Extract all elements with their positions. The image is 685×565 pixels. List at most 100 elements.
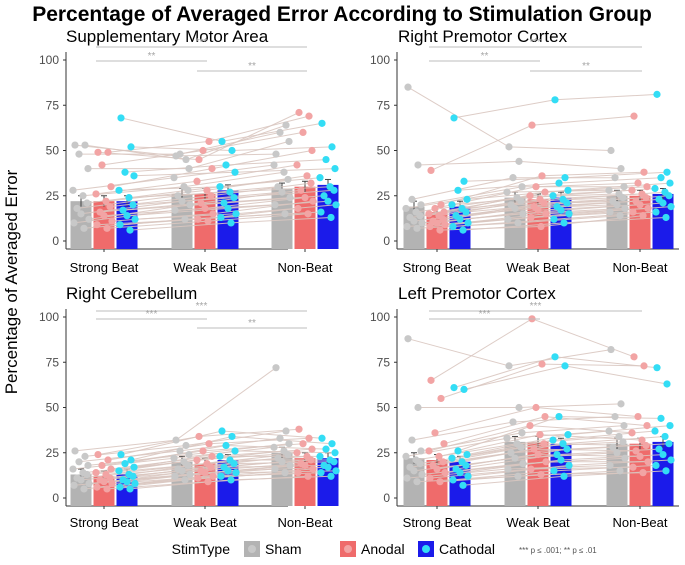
significance-label: *** (530, 301, 542, 312)
point-cathodal (665, 440, 673, 448)
y-tick-label: 75 (377, 355, 391, 369)
significance-label: ** (582, 61, 590, 72)
point-sham (606, 208, 614, 216)
point-anodal (209, 210, 217, 218)
point-sham (81, 141, 89, 149)
point-sham (509, 418, 517, 426)
point-sham (605, 427, 613, 435)
y-tick-label: 75 (377, 98, 391, 112)
point-cathodal (317, 208, 325, 216)
point-sham (286, 461, 294, 470)
point-sham (519, 210, 527, 218)
point-cathodal (330, 186, 338, 194)
point-cathodal (657, 414, 665, 422)
point-anodal (427, 166, 435, 175)
legend: StimType Sham Anodal Cathodal *** p ≤ .001; … (172, 541, 597, 557)
point-anodal (629, 208, 637, 216)
point-cathodal (129, 201, 137, 209)
point-anodal (93, 221, 101, 229)
point-anodal (304, 210, 312, 218)
point-cathodal (549, 192, 557, 200)
point-sham (284, 175, 292, 184)
point-anodal (204, 217, 212, 225)
panel-left-premotor-cortex: Left Premotor Cortex 0 25 50 75 100 Strong Bea… (370, 284, 679, 530)
point-sham (281, 469, 289, 477)
y-axis-label: Percentage of Averaged Error (2, 169, 21, 394)
point-cathodal (651, 427, 659, 435)
point-cathodal (125, 193, 133, 202)
point-cathodal (220, 199, 228, 207)
point-sham (504, 465, 512, 473)
point-sham (511, 454, 519, 462)
point-anodal (426, 474, 434, 482)
point-anodal (643, 183, 651, 191)
point-sham (617, 400, 625, 408)
point-cathodal (561, 174, 569, 182)
point-sham (613, 449, 621, 457)
point-sham (613, 201, 621, 209)
point-sham (607, 345, 615, 354)
point-anodal (540, 199, 548, 207)
point-sham (184, 461, 192, 470)
point-cathodal (331, 449, 339, 457)
point-anodal (294, 469, 302, 477)
point-cathodal (116, 221, 124, 229)
point-cathodal (652, 461, 660, 470)
point-sham (172, 436, 180, 444)
point-sham (75, 150, 83, 158)
participant-line (430, 318, 635, 381)
point-anodal (205, 137, 213, 146)
point-cathodal (661, 432, 669, 441)
point-sham (181, 476, 189, 484)
point-anodal (297, 186, 305, 194)
point-sham (84, 165, 92, 173)
point-anodal (542, 210, 550, 218)
point-cathodal (332, 467, 340, 475)
point-cathodal (563, 199, 571, 207)
point-cathodal (232, 210, 240, 218)
point-anodal (439, 458, 447, 466)
point-cathodal (327, 472, 335, 480)
point-sham (611, 412, 619, 421)
point-sham (185, 165, 193, 173)
point-cathodal (448, 201, 456, 209)
point-sham (286, 193, 294, 202)
point-sham (178, 197, 186, 205)
point-cathodal (459, 226, 467, 234)
point-cathodal (324, 197, 332, 205)
point-anodal (106, 474, 114, 482)
point-sham (404, 83, 412, 91)
point-cathodal (224, 467, 232, 475)
point-cathodal (322, 155, 330, 164)
significance-label: ** (248, 61, 256, 72)
point-cathodal (316, 174, 324, 182)
point-sham (278, 188, 286, 196)
point-anodal (208, 165, 216, 173)
point-cathodal (217, 472, 225, 480)
point-anodal (538, 172, 546, 180)
point-cathodal (121, 460, 129, 468)
point-cathodal (460, 177, 468, 185)
point-sham (410, 217, 418, 225)
point-sham (402, 452, 410, 460)
point-sham (403, 474, 411, 482)
point-sham (511, 204, 519, 213)
significance-label: *** (146, 309, 158, 320)
point-cathodal (550, 215, 558, 223)
point-anodal (308, 146, 316, 155)
x-tick-label-weak-beat: Weak Beat (173, 260, 237, 275)
point-anodal (108, 479, 116, 488)
legend-dot-sham (248, 545, 256, 553)
point-anodal (199, 146, 207, 155)
point-anodal (106, 203, 114, 211)
point-anodal (541, 188, 549, 196)
point-anodal (309, 465, 317, 473)
point-cathodal (330, 458, 338, 466)
point-anodal (639, 469, 647, 477)
point-anodal (299, 440, 307, 448)
x-tick-label-weak-beat: Weak Beat (506, 260, 570, 275)
point-cathodal (665, 192, 673, 200)
point-anodal (440, 440, 448, 448)
point-anodal (536, 431, 544, 439)
point-cathodal (324, 463, 332, 471)
